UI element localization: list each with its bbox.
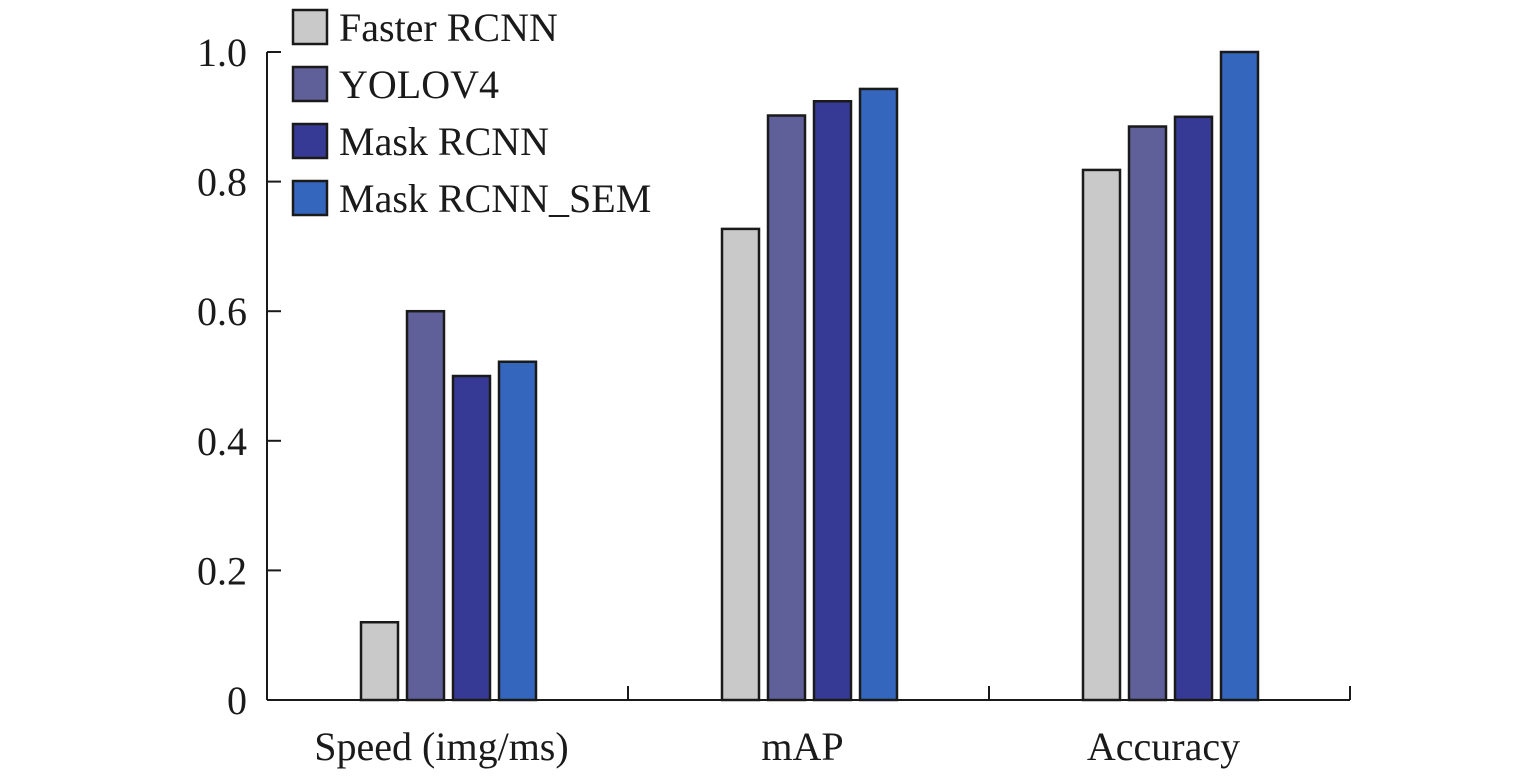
bar	[1219, 50, 1260, 702]
x-category-label: Accuracy	[1087, 724, 1240, 769]
bar	[451, 374, 492, 702]
legend-swatch	[291, 65, 329, 103]
x-category-label: mAP	[761, 724, 843, 769]
x-category-label: Speed (img/ms)	[314, 724, 568, 769]
bar	[405, 309, 446, 702]
legend-label: YOLOV4	[339, 62, 499, 107]
legend: Faster RCNN YOLOV4 Mask RCNN Mask RCNN_SEM	[291, 5, 651, 221]
y-axis: 0 0.2 0.4 0.6 0.8 1.0	[197, 30, 281, 723]
bars	[359, 50, 1260, 702]
y-tick-label: 0	[227, 678, 247, 723]
bar	[359, 620, 400, 702]
legend-label: Faster RCNN	[339, 5, 558, 50]
bar	[812, 99, 853, 702]
bar	[766, 114, 807, 702]
x-axis: Speed (img/ms) mAP Accuracy	[267, 686, 1351, 769]
y-tick-label: 1.0	[197, 30, 247, 75]
bar	[1127, 125, 1168, 702]
y-tick-label: 0.2	[197, 548, 247, 593]
bar	[1081, 168, 1122, 702]
legend-swatch	[291, 179, 329, 217]
y-tick-label: 0.8	[197, 160, 247, 205]
bar	[1173, 115, 1214, 702]
legend-label: Mask RCNN_SEM	[339, 176, 651, 221]
bar	[858, 87, 899, 702]
y-tick-label: 0.4	[197, 419, 247, 464]
bar	[497, 360, 538, 702]
legend-swatch	[291, 122, 329, 160]
legend-label: Mask RCNN	[339, 119, 549, 164]
legend-swatch	[291, 8, 329, 46]
y-tick-label: 0.6	[197, 289, 247, 334]
bar	[720, 227, 761, 702]
